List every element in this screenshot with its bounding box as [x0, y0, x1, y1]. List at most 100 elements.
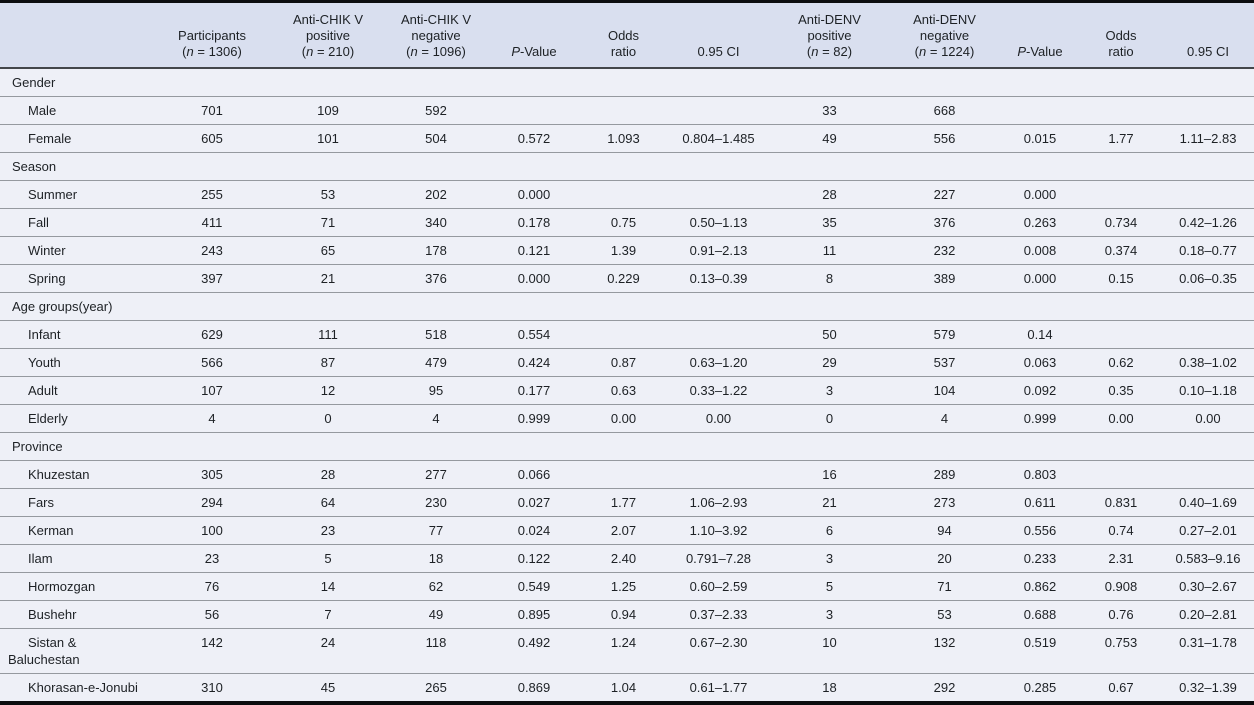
table-cell-chik_ci: 1.10–3.92 — [667, 516, 770, 545]
table-cell-denv_positive: 33 — [770, 96, 889, 125]
table-cell-chik_negative: 518 — [384, 320, 488, 349]
table-cell-denv_negative: 53 — [889, 600, 1000, 629]
table-cell-chik_odds_ratio — [580, 460, 667, 489]
table-cell-denv_p_value: 0.862 — [1000, 572, 1080, 601]
table-cell-denv_ci — [1162, 180, 1254, 209]
table-cell-denv_ci: 0.06–0.35 — [1162, 264, 1254, 293]
table-cell-chik_negative: 18 — [384, 544, 488, 573]
table-cell-denv_ci: 0.18–0.77 — [1162, 236, 1254, 265]
table-cell-chik_p_value: 0.122 — [488, 544, 580, 573]
table-cell-chik_odds_ratio — [580, 180, 667, 209]
table-cell-denv_odds_ratio: 0.753 — [1080, 628, 1162, 674]
row-label: Khuzestan — [0, 460, 152, 489]
table-cell-chik_ci: 0.60–2.59 — [667, 572, 770, 601]
table-cell-chik_odds_ratio: 2.40 — [580, 544, 667, 573]
table-cell-chik_odds_ratio: 1.04 — [580, 673, 667, 703]
column-header-chik_ci: 0.95 CI — [667, 1, 770, 69]
table-cell-denv_p_value: 0.015 — [1000, 124, 1080, 153]
table-cell-chik_positive: 0 — [272, 404, 384, 433]
table-cell-denv_odds_ratio: 0.831 — [1080, 488, 1162, 517]
table-cell-chik_p_value: 0.869 — [488, 673, 580, 703]
row-label: Kerman — [0, 516, 152, 545]
table-cell-chik_ci: 0.804–1.485 — [667, 124, 770, 153]
table-cell-chik_odds_ratio: 0.94 — [580, 600, 667, 629]
table-cell-denv_p_value: 0.611 — [1000, 488, 1080, 517]
table-cell-denv_ci — [1162, 96, 1254, 125]
table-cell-denv_ci: 0.20–2.81 — [1162, 600, 1254, 629]
column-header-denv_p_value: P-Value — [1000, 1, 1080, 69]
table-cell-denv_odds_ratio: 0.67 — [1080, 673, 1162, 703]
table-cell-chik_ci: 0.791–7.28 — [667, 544, 770, 573]
table-cell-chik_ci — [667, 460, 770, 489]
table-cell-denv_positive: 49 — [770, 124, 889, 153]
table-cell-chik_ci: 0.00 — [667, 404, 770, 433]
corner-header — [0, 1, 152, 69]
table-cell-chik_p_value: 0.895 — [488, 600, 580, 629]
row-label: Sistan & Baluchestan — [0, 628, 152, 674]
table-cell-chik_p_value: 0.572 — [488, 124, 580, 153]
column-header-participants: Participants (n = 1306) — [152, 1, 272, 69]
table-cell-chik_positive: 23 — [272, 516, 384, 545]
table-cell-participants: 107 — [152, 376, 272, 405]
table-cell-chik_ci: 1.06–2.93 — [667, 488, 770, 517]
table-cell-chik_odds_ratio: 1.25 — [580, 572, 667, 601]
table-cell-denv_p_value: 0.688 — [1000, 600, 1080, 629]
table-cell-chik_negative: 49 — [384, 600, 488, 629]
table-cell-chik_positive: 87 — [272, 348, 384, 377]
column-header-denv_odds_ratio: Odds ratio — [1080, 1, 1162, 69]
table-cell-denv_ci: 0.38–1.02 — [1162, 348, 1254, 377]
table-cell-denv_negative: 104 — [889, 376, 1000, 405]
table-cell-denv_negative: 132 — [889, 628, 1000, 674]
table-cell-denv_positive: 18 — [770, 673, 889, 703]
table-cell-chik_p_value: 0.554 — [488, 320, 580, 349]
section-row: Season — [0, 152, 1254, 181]
table-cell-participants: 76 — [152, 572, 272, 601]
table-cell-denv_p_value: 0.092 — [1000, 376, 1080, 405]
table-cell-denv_ci: 1.11–2.83 — [1162, 124, 1254, 153]
row-label: Fall — [0, 208, 152, 237]
table-cell-chik_ci: 0.37–2.33 — [667, 600, 770, 629]
table-cell-participants: 310 — [152, 673, 272, 703]
table-cell-denv_negative: 668 — [889, 96, 1000, 125]
table-cell-participants: 56 — [152, 600, 272, 629]
table-row: Youth 566 87 479 0.424 0.87 0.63–1.20 29 537 0.06… — [0, 348, 1254, 377]
table-cell-participants: 566 — [152, 348, 272, 377]
table-cell-participants: 23 — [152, 544, 272, 573]
table-cell-chik_positive: 101 — [272, 124, 384, 153]
table-cell-chik_positive: 71 — [272, 208, 384, 237]
table-row: Adult 107 12 95 0.177 0.63 0.33–1.22 3 104 0.092 0… — [0, 376, 1254, 405]
row-label: Adult — [0, 376, 152, 405]
table-cell-chik_positive: 64 — [272, 488, 384, 517]
table-cell-denv_odds_ratio: 0.62 — [1080, 348, 1162, 377]
table-cell-chik_negative: 118 — [384, 628, 488, 674]
table-cell-denv_odds_ratio: 0.74 — [1080, 516, 1162, 545]
table-cell-denv_positive: 3 — [770, 376, 889, 405]
table-cell-chik_p_value: 0.066 — [488, 460, 580, 489]
table-row: Spring 397 21 376 0.000 0.229 0.13–0.39 8 389 0.0… — [0, 264, 1254, 293]
table-cell-chik_p_value: 0.027 — [488, 488, 580, 517]
table-row: Fars 294 64 230 0.027 1.77 1.06–2.93 21 273 0.611… — [0, 488, 1254, 517]
table-cell-chik_negative: 340 — [384, 208, 488, 237]
table-cell-denv_ci: 0.10–1.18 — [1162, 376, 1254, 405]
table-cell-denv_positive: 16 — [770, 460, 889, 489]
table-cell-chik_ci — [667, 320, 770, 349]
table-cell-denv_positive: 5 — [770, 572, 889, 601]
table-cell-denv_p_value: 0.063 — [1000, 348, 1080, 377]
table-cell-chik_ci — [667, 180, 770, 209]
table-cell-chik_ci: 0.91–2.13 — [667, 236, 770, 265]
table-cell-denv_ci: 0.00 — [1162, 404, 1254, 433]
table-row: Hormozgan 76 14 62 0.549 1.25 0.60–2.59 5 71 0.86… — [0, 572, 1254, 601]
table-cell-chik_negative: 95 — [384, 376, 488, 405]
column-header-denv_ci: 0.95 CI — [1162, 1, 1254, 69]
table-cell-chik_odds_ratio — [580, 96, 667, 125]
table-row: Ilam 23 5 18 0.122 2.40 0.791–7.28 3 20 0.233 2.31… — [0, 544, 1254, 573]
row-label: Khorasan-e-Jonubi — [0, 673, 152, 703]
table-cell-chik_p_value — [488, 96, 580, 125]
table-cell-chik_positive: 5 — [272, 544, 384, 573]
row-label: Summer — [0, 180, 152, 209]
table-cell-chik_positive: 53 — [272, 180, 384, 209]
table-cell-participants: 255 — [152, 180, 272, 209]
table-cell-denv_ci: 0.32–1.39 — [1162, 673, 1254, 703]
table-cell-chik_negative: 504 — [384, 124, 488, 153]
